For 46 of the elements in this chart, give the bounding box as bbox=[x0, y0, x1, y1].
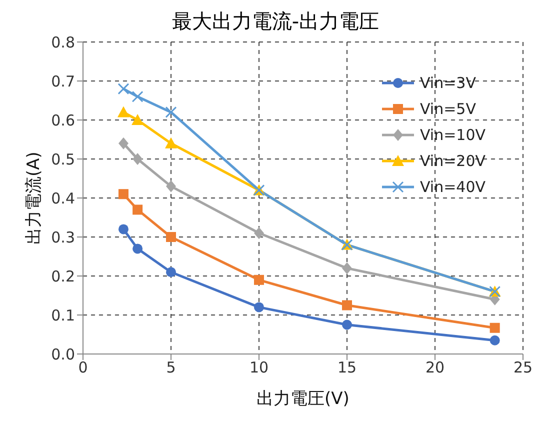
y-tick-label: 0.3 bbox=[51, 228, 75, 246]
y-tick-label: 0.5 bbox=[51, 150, 75, 168]
y-tick-label: 0.4 bbox=[51, 189, 75, 208]
y-tick-label: 0.2 bbox=[51, 267, 75, 286]
point bbox=[118, 224, 128, 234]
point bbox=[165, 137, 177, 148]
y-tick-label: 0.8 bbox=[51, 33, 75, 52]
x-tick-label: 20 bbox=[425, 358, 445, 377]
legend-label: Vin=20V bbox=[420, 151, 486, 172]
point bbox=[342, 320, 352, 330]
y-tick-label: 0.7 bbox=[51, 72, 75, 90]
point bbox=[166, 267, 176, 278]
point bbox=[132, 204, 143, 215]
point bbox=[132, 114, 144, 125]
point bbox=[132, 90, 144, 102]
point bbox=[254, 227, 264, 240]
point bbox=[166, 180, 176, 192]
x-tick-label: 5 bbox=[166, 358, 176, 377]
x-tick-label: 0 bbox=[78, 358, 88, 377]
point bbox=[117, 106, 130, 118]
point bbox=[166, 232, 176, 242]
point bbox=[118, 137, 128, 150]
legend-label: Vin=3V bbox=[420, 73, 476, 94]
legend-label: Vin=5V bbox=[420, 99, 476, 120]
point bbox=[490, 335, 500, 346]
point bbox=[118, 83, 130, 95]
x-tick-label: 15 bbox=[337, 358, 357, 377]
point bbox=[342, 262, 352, 274]
legend-label: Vin=40V bbox=[420, 177, 486, 198]
point bbox=[254, 302, 264, 312]
point bbox=[132, 244, 143, 254]
y-tick-label: 0.0 bbox=[51, 345, 75, 364]
y-tick-label: 0.1 bbox=[51, 306, 75, 324]
point bbox=[118, 189, 128, 200]
legend-label: Vin=10V bbox=[420, 125, 486, 146]
x-axis-title: 出力電圧(V) bbox=[256, 389, 350, 409]
y-axis-title: 出力電流(A) bbox=[24, 152, 44, 244]
point bbox=[342, 300, 352, 310]
point bbox=[132, 153, 143, 165]
point bbox=[165, 106, 177, 118]
chart-title: 最大出力電流-出力電圧 bbox=[170, 8, 380, 34]
x-tick-label: 10 bbox=[249, 358, 269, 377]
x-tick-label: 25 bbox=[513, 358, 533, 377]
point bbox=[490, 322, 500, 333]
y-tick-label: 0.6 bbox=[51, 111, 75, 130]
point bbox=[254, 274, 264, 285]
